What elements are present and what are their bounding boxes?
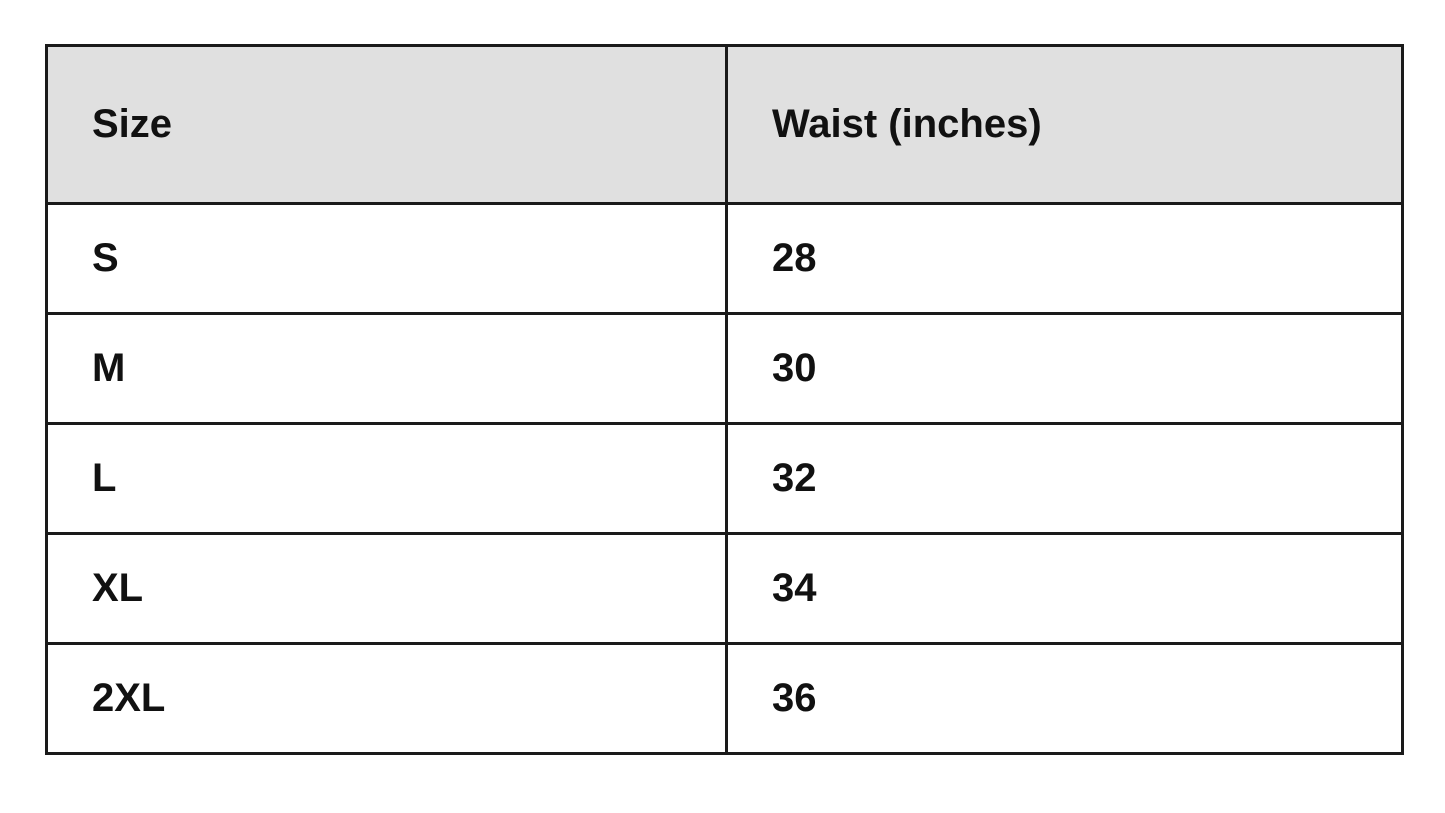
size-chart-table: Size Waist (inches) S 28 M 30 L 32 XL 34… [45,44,1404,755]
table-row: L 32 [45,422,1404,535]
waist-cell: 32 [725,422,1404,535]
waist-cell: 30 [725,312,1404,425]
header-row: Size Waist (inches) [45,44,1404,205]
waist-cell: 28 [725,202,1404,315]
size-cell: 2XL [45,642,728,755]
size-cell: XL [45,532,728,645]
header-waist: Waist (inches) [725,44,1404,205]
waist-cell: 34 [725,532,1404,645]
table-row: XL 34 [45,532,1404,645]
size-cell: M [45,312,728,425]
waist-cell: 36 [725,642,1404,755]
table-row: M 30 [45,312,1404,425]
size-cell: L [45,422,728,535]
size-cell: S [45,202,728,315]
table-row: S 28 [45,202,1404,315]
table-row: 2XL 36 [45,642,1404,755]
header-size: Size [45,44,728,205]
